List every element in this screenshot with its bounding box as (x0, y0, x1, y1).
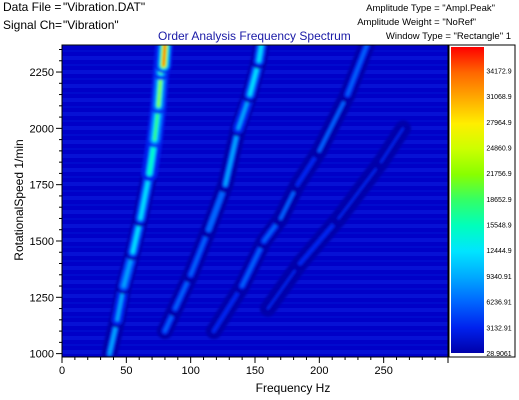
y-tick-label: 1500 (30, 236, 54, 248)
signal-channel-value: "Vibration" (63, 18, 119, 32)
colorbar-tick-label: 18652.9 (486, 197, 511, 204)
window-type: Window Type = "Rectangle" 1 (385, 31, 511, 42)
heatmap-ridge-segment (266, 262, 302, 310)
heatmap-ridge-segment (298, 217, 340, 265)
heatmap-ridge-segment (240, 239, 266, 288)
chart-title: Order Analysis Frequency Spectrum (158, 29, 351, 43)
data-file-label: Data File = (3, 0, 62, 14)
colorbar-tick-label: 34172.9 (486, 68, 511, 75)
heatmap-ridge-segment (224, 127, 240, 186)
y-axis-label: RotationalSpeed 1/min (12, 139, 26, 260)
heatmap-ridge-segment (162, 45, 167, 67)
x-axis: 0 50 100 150 200 250 (59, 357, 449, 377)
y-tick-label: 2000 (30, 123, 54, 135)
signal-channel-label: Signal Ch= (3, 18, 63, 32)
colorbar (451, 47, 484, 353)
data-file-value: "Vibration.DAT" (63, 0, 146, 14)
y-tick-label: 1250 (30, 292, 54, 304)
heatmap-ridge-segment (318, 93, 349, 153)
heatmap-layer (101, 45, 411, 357)
colorbar-tick-label: 27964.9 (486, 120, 511, 127)
colorbar-tick-label: 24860.9 (486, 145, 511, 152)
colorbar-tick-label: 28.9061 (486, 351, 511, 358)
x-tick-label: 50 (120, 365, 132, 377)
heatmap-ridge-segment (337, 160, 383, 220)
y-tick-label: 1750 (30, 180, 54, 192)
amplitude-weight: Amplitude Weight = "NoRef" (357, 17, 476, 28)
x-tick-label: 250 (374, 365, 392, 377)
y-tick-label: 1000 (30, 349, 54, 361)
heatmap-ridge-segment (212, 284, 244, 333)
colorbar-tick-label: 21756.9 (486, 171, 511, 178)
heatmap-ridge-segment (189, 228, 210, 277)
colorbar-tick-label: 15548.9 (486, 223, 511, 230)
colorbar-tick-label: 31068.9 (486, 94, 511, 101)
colorbar-tick-label: 6236.91 (486, 300, 511, 307)
x-tick-label: 200 (310, 365, 328, 377)
colorbar-tick-label: 9340.91 (486, 274, 511, 281)
amplitude-type: Amplitude Type = "Ampl.Peak" (366, 3, 495, 14)
y-tick-label: 2250 (30, 67, 54, 79)
heatmap-ridge-segment (346, 45, 369, 96)
heatmap-ridge-segment (257, 45, 263, 63)
x-tick-label: 100 (181, 365, 199, 377)
x-axis-label: Frequency Hz (256, 381, 331, 395)
colorbar-labels: 34172.9 31068.9 27964.9 24860.9 21756.9 18652… (486, 68, 511, 358)
x-tick-label: 0 (59, 365, 65, 377)
y-axis: 1000 1250 1500 1750 2000 2250 (30, 49, 62, 361)
colorbar-tick-label: 12444.9 (486, 248, 511, 255)
x-tick-label: 150 (246, 365, 264, 377)
colorbar-tick-label: 3132.91 (486, 325, 511, 332)
heatmap-ridge-segment (379, 127, 405, 164)
